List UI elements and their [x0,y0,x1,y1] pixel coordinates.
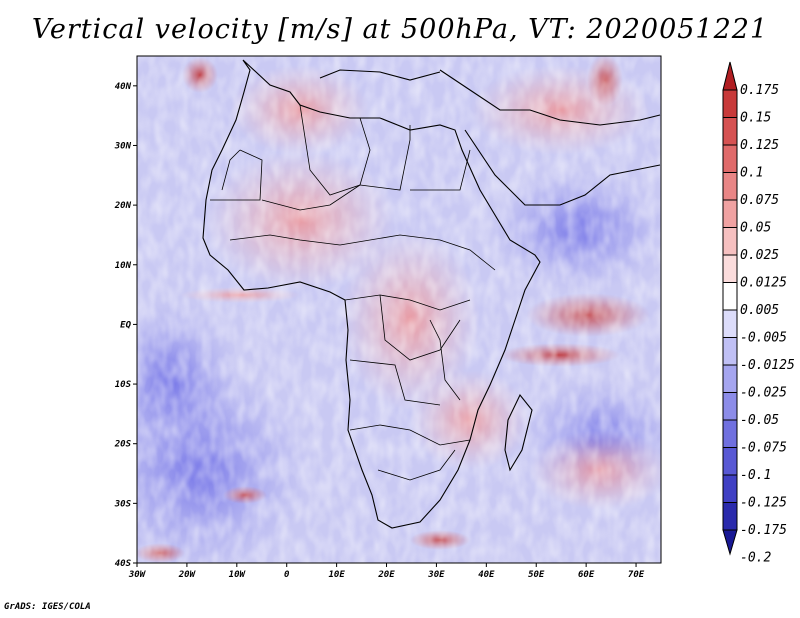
colorbar-box [722,172,738,201]
colorbar-box [722,447,738,476]
colorbar-label: -0.2 [740,551,771,566]
x-tick-label: 10W [229,570,247,580]
x-tick-label: 20E [377,570,395,580]
plot-frame [136,55,662,564]
country-borders [210,104,496,481]
y-tick-label: 20S [114,440,132,450]
x-tick-label: 10E [328,570,345,580]
colorbar-bottom-arrow [722,529,738,556]
x-tick-label: 30E [427,570,445,580]
colorbar-box [722,282,738,311]
colorbar-label: 0.1 [740,166,763,181]
y-tick-label: 30N [114,141,132,151]
colorbar-box [722,364,738,393]
colorbar-box [722,474,738,503]
x-tick-label: 50E [528,570,545,580]
x-axis: 30W 20W 10W 0 10E 20E 30E 40E 50E 60E 70E [128,563,645,580]
colorbar-label: -0.0125 [740,358,795,373]
x-tick-label: 30W [128,570,147,580]
colorbar-box [722,199,738,228]
colorbar-box [722,117,738,146]
colorbar-label: 0.075 [740,193,779,208]
colorbar-box [722,419,738,448]
colorbar-label: 0.0125 [740,276,787,291]
colorbar-box [722,502,738,531]
colorbar-box [722,227,738,256]
colorbar-label: -0.075 [740,441,787,456]
x-tick-label: 70E [628,570,645,580]
colorbar-label: -0.025 [740,386,787,401]
chart-title: Vertical velocity [m/s] at 500hPa, VT: 2… [31,14,769,45]
y-tick-label: 20N [114,201,132,211]
colorbar-box [722,89,738,118]
x-tick-label: 0 [284,570,290,580]
colorbar-box [722,144,738,173]
y-tick-label: 30S [114,499,132,509]
colorbar-label: 0.005 [740,303,779,318]
colorbar-label: -0.125 [740,496,787,511]
y-tick-label: 10N [115,261,132,271]
colorbar-label: 0.125 [740,138,779,153]
y-tick-label: 40N [115,82,132,92]
colorbar-box [722,337,738,366]
colorbar-box [722,392,738,421]
velocity-field [137,56,661,563]
y-tick-label: 10S [115,380,132,390]
coastline [202,59,661,529]
colorbar-label: 0.025 [740,248,779,263]
colorbar-box [722,254,738,283]
colorbar-box [722,309,738,338]
colorbar-label: -0.05 [740,413,779,428]
x-tick-label: 40E [478,570,495,580]
x-tick-label: 20W [178,570,197,580]
y-tick-label: EQ [120,320,131,330]
colorbar-label: 0.175 [740,83,779,98]
colorbar-label: -0.005 [740,331,787,346]
credit-label: GrADS: IGES/COLA [4,602,91,612]
y-tick-label: 40S [115,559,132,569]
colorbar: 0.175 0.15 0.125 0.1 0.075 0.05 0.025 0.0125 0.0… [722,61,795,566]
colorbar-top-arrow [722,61,738,91]
colorbar-label: -0.175 [740,523,787,538]
x-tick-label: 60E [578,570,595,580]
colorbar-label: -0.1 [740,468,771,483]
colorbar-label: 0.15 [740,111,771,126]
y-axis: 40N 30N 20N 10N EQ 10S 20S 30S 40S [114,82,137,569]
colorbar-label: 0.05 [740,221,771,236]
